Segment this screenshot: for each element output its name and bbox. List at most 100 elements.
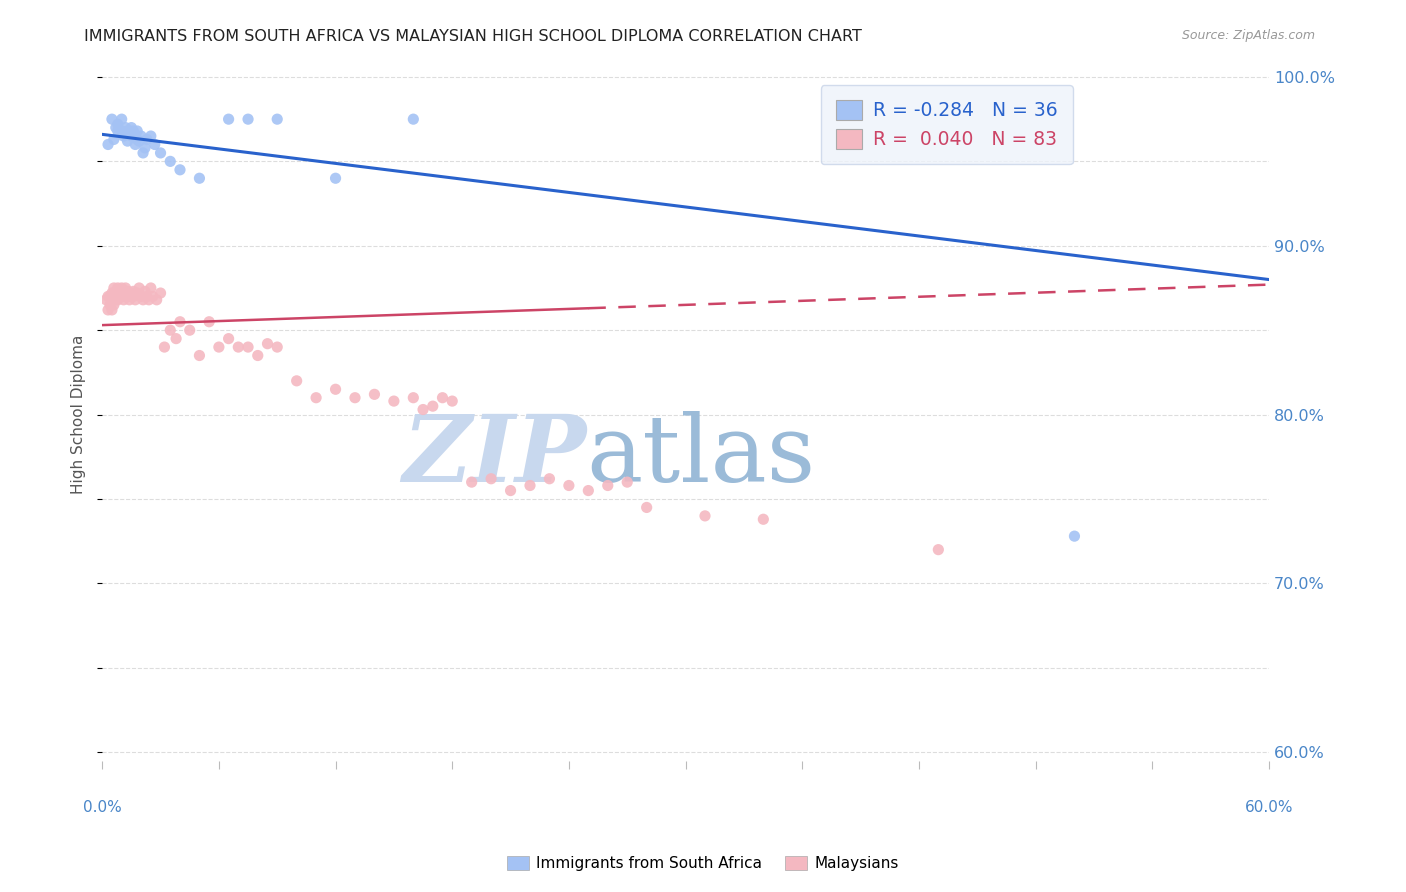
Point xyxy=(412,402,434,417)
Point xyxy=(104,285,127,299)
Point xyxy=(228,340,250,354)
Point xyxy=(305,391,328,405)
Point xyxy=(153,340,176,354)
Point xyxy=(136,132,159,146)
Point xyxy=(136,289,159,303)
Point xyxy=(112,289,135,303)
Point xyxy=(111,289,134,303)
Point xyxy=(169,162,191,177)
Point xyxy=(117,124,139,138)
Point xyxy=(103,298,125,312)
Point xyxy=(103,281,125,295)
Point xyxy=(142,289,165,303)
Point xyxy=(538,472,561,486)
Point xyxy=(138,293,160,307)
Point xyxy=(266,340,288,354)
Point xyxy=(132,293,155,307)
Point xyxy=(108,289,131,303)
Point xyxy=(101,302,124,317)
Point xyxy=(149,145,172,160)
Point xyxy=(159,154,181,169)
Point xyxy=(198,315,221,329)
Point xyxy=(132,145,155,160)
Point xyxy=(159,323,181,337)
Point xyxy=(111,285,134,299)
Point xyxy=(97,302,120,317)
Point xyxy=(128,134,150,148)
Point xyxy=(616,475,638,489)
Point xyxy=(139,129,162,144)
Point xyxy=(111,124,134,138)
Point xyxy=(124,293,146,307)
Point xyxy=(122,285,145,299)
Point xyxy=(104,120,127,135)
Point xyxy=(129,129,152,144)
Point xyxy=(636,500,658,515)
Point xyxy=(107,281,129,295)
Point xyxy=(129,289,152,303)
Point xyxy=(101,293,124,307)
Point xyxy=(752,512,775,526)
Point xyxy=(188,349,211,363)
Point xyxy=(432,391,454,405)
Point xyxy=(117,285,139,299)
Point xyxy=(285,374,308,388)
Point xyxy=(218,332,240,346)
Text: Source: ZipAtlas.com: Source: ZipAtlas.com xyxy=(1181,29,1315,42)
Point xyxy=(111,281,134,295)
Point xyxy=(179,323,201,337)
Point xyxy=(188,171,211,186)
Point xyxy=(382,394,405,409)
Point xyxy=(127,286,149,301)
Point xyxy=(479,472,502,486)
Point xyxy=(139,281,162,295)
Point xyxy=(236,112,259,127)
Point xyxy=(218,112,240,127)
Point xyxy=(1063,529,1085,543)
Point xyxy=(98,298,121,312)
Point xyxy=(169,315,191,329)
Point xyxy=(325,171,347,186)
Point xyxy=(94,293,117,307)
Point xyxy=(107,293,129,307)
Y-axis label: High School Diploma: High School Diploma xyxy=(72,334,86,494)
Point xyxy=(143,137,166,152)
Text: 60.0%: 60.0% xyxy=(1244,799,1294,814)
Point xyxy=(122,124,145,138)
Point xyxy=(460,475,482,489)
Point xyxy=(117,289,139,303)
Point xyxy=(208,340,231,354)
Point xyxy=(363,387,385,401)
Point xyxy=(108,285,131,299)
Point xyxy=(246,349,269,363)
Point xyxy=(120,289,142,303)
Point xyxy=(422,399,444,413)
Point xyxy=(118,289,141,303)
Point xyxy=(101,112,124,127)
Point xyxy=(134,141,156,155)
Point xyxy=(927,542,949,557)
Point xyxy=(596,478,619,492)
Point xyxy=(127,124,149,138)
Point xyxy=(693,508,716,523)
Point xyxy=(114,281,136,295)
Point xyxy=(97,289,120,303)
Point xyxy=(499,483,522,498)
Point xyxy=(266,112,288,127)
Legend: Immigrants from South Africa, Malaysians: Immigrants from South Africa, Malaysians xyxy=(501,850,905,877)
Point xyxy=(256,336,278,351)
Point xyxy=(441,394,464,409)
Point xyxy=(325,382,347,396)
Point xyxy=(118,124,141,138)
Point xyxy=(145,293,167,307)
Point xyxy=(112,293,135,307)
Point xyxy=(118,293,141,307)
Text: 0.0%: 0.0% xyxy=(83,799,121,814)
Point xyxy=(122,289,145,303)
Point xyxy=(558,478,581,492)
Point xyxy=(576,483,599,498)
Point xyxy=(120,286,142,301)
Point xyxy=(117,134,139,148)
Point xyxy=(114,285,136,299)
Point xyxy=(104,293,127,307)
